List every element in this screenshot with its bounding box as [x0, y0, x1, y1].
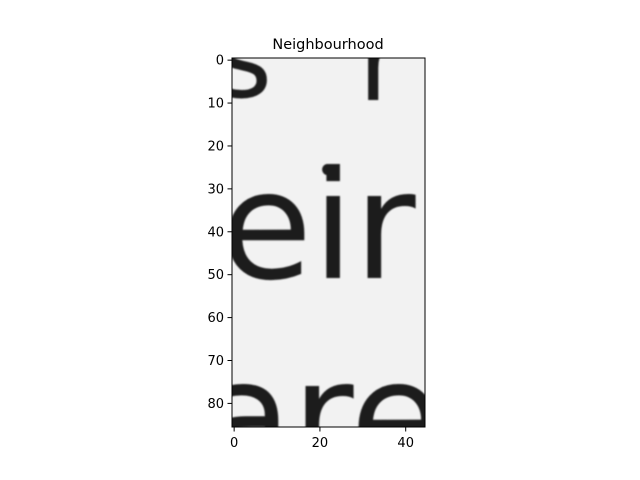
y-tick-label: 30 [207, 182, 224, 197]
chart-title: Neighbourhood [272, 37, 383, 53]
text-fragment-top-left: s [214, 0, 272, 124]
y-tick-label: 60 [207, 311, 224, 326]
text-fragment-bottom: are [200, 330, 443, 480]
text-fragment-middle: eir [220, 140, 416, 314]
y-tick-label: 50 [207, 268, 224, 283]
y-axis: 0 10 20 30 40 50 60 70 80 [207, 54, 232, 412]
image-background [232, 58, 425, 427]
y-tick-label: 20 [207, 139, 224, 154]
y-tick-label: 0 [216, 54, 224, 69]
text-fragment-top-right: r [358, 0, 405, 127]
i-dot-mark [322, 164, 334, 176]
x-tick-label: 40 [397, 436, 414, 451]
plot-frame [231, 57, 426, 428]
y-tick-label: 70 [207, 354, 224, 369]
scanned-text-image: s r eir are [200, 0, 443, 480]
x-axis: 0 20 40 [230, 427, 414, 451]
x-tick-label: 0 [230, 436, 238, 451]
y-tick-label: 40 [207, 225, 224, 240]
x-tick-label: 20 [312, 436, 329, 451]
y-tick-label: 10 [207, 97, 224, 112]
y-tick-label: 80 [207, 397, 224, 412]
image-area: s r eir are [200, 0, 443, 480]
